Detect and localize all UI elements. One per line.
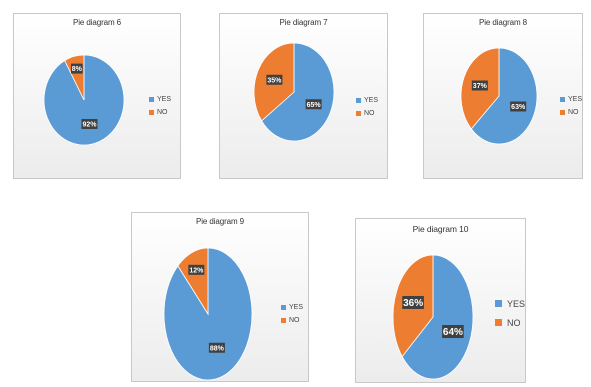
legend-label: NO [289,317,300,324]
legend-swatch-yes [495,300,502,307]
legend-swatch-yes [281,305,286,310]
pie-data-label-text: 65% [307,102,322,109]
pie-data-label: 37% [471,80,488,91]
pie-data-label: 92% [81,118,98,129]
chart-title: Pie diagram 8 [478,18,528,27]
legend-label: YES [289,304,304,311]
legend-swatch-no [356,111,361,116]
pie-data-label-bg [442,325,464,339]
pie-data-label-text: 64% [443,327,463,338]
pie-data-label: 64% [442,325,464,338]
pie-slice-yes [261,42,335,142]
pie-chart: 63% 37% [460,47,538,145]
legend-item-no: NO [356,107,378,120]
legend: YES NO [495,294,525,332]
pie-data-label-bg [70,63,83,74]
pie-data-label-bg [510,101,527,112]
legend-label: YES [364,97,379,104]
chart-panel-10: Pie diagram 10 64% 36% YES NO [355,218,526,383]
chart-title: Pie diagram 9 [195,217,245,226]
pie-data-label-text: 35% [267,77,282,84]
legend-swatch-no [495,319,502,326]
pie-data-label: 12% [188,264,205,275]
chart-title: Pie diagram 7 [279,18,328,27]
chart-title: Pie diagram 10 [412,224,469,234]
pie-data-label: 65% [305,99,322,110]
legend-label: NO [364,110,375,117]
pie-data-label-text: 63% [511,104,526,111]
legend-swatch-no [281,318,286,323]
legend-item-no: NO [281,314,303,327]
pie-chart: 65% 35% [253,42,335,142]
pie-data-label-bg [208,342,225,353]
pie-data-label-bg [402,295,424,309]
pie-data-label: 88% [208,342,225,353]
pie-data-label: 63% [510,101,527,112]
legend-item-yes: YES [356,94,378,107]
legend-label: NO [507,317,521,328]
legend-swatch-yes [149,97,154,102]
chart-panel-8: Pie diagram 8 63% 37% YES NO [423,13,583,179]
legend-label: YES [157,96,172,103]
legend-item-yes: YES [281,301,303,314]
pie-chart: 88% 12% [163,247,253,381]
legend: YES NO [149,93,171,119]
pie-data-label-text: 36% [403,298,423,309]
pie-slice-yes [470,47,538,145]
legend-item-no: NO [560,106,582,119]
legend-swatch-yes [356,98,361,103]
legend-swatch-no [149,110,154,115]
pie-data-label-text: 88% [210,345,225,352]
legend-item-no: NO [495,313,525,332]
chart-panel-7: Pie diagram 7 65% 35% YES NO [219,13,388,179]
pie-data-label: 36% [402,295,424,309]
legend: YES NO [356,94,378,120]
legend-item-yes: YES [495,294,525,313]
pie-data-label-bg [81,118,98,129]
pie-data-label-bg [266,74,283,85]
pie-data-label-text: 92% [82,121,97,128]
pie-data-label-text: 8% [72,66,83,73]
legend-swatch-no [560,110,565,115]
pie-data-label: 35% [266,74,283,85]
legend-item-yes: YES [149,93,171,106]
legend-label: YES [568,96,583,103]
pie-data-label-bg [188,264,205,275]
legend-item-no: NO [149,106,171,119]
legend-item-yes: YES [560,93,582,106]
pie-chart: 64% 36% [392,254,474,380]
chart-title: Pie diagram 6 [72,18,122,27]
pie-data-label-text: 37% [473,83,488,90]
legend-label: YES [507,298,526,309]
pie-data-label: 8% [70,63,83,74]
legend-label: NO [157,109,168,116]
legend-label: NO [568,109,579,116]
legend-swatch-yes [560,97,565,102]
legend: YES NO [560,93,582,119]
pie-data-label-text: 12% [189,267,204,274]
pie-chart: 92% 8% [43,54,125,146]
pie-slice-no [177,247,209,316]
chart-panel-9: Pie diagram 9 88% 12% YES NO [131,212,309,382]
pie-data-label-bg [305,99,322,110]
pie-data-label-bg [471,80,488,91]
legend: YES NO [281,301,303,327]
chart-panel-6: Pie diagram 6 92% 8% YES NO [13,13,181,179]
pie-slice-yes [401,254,474,380]
